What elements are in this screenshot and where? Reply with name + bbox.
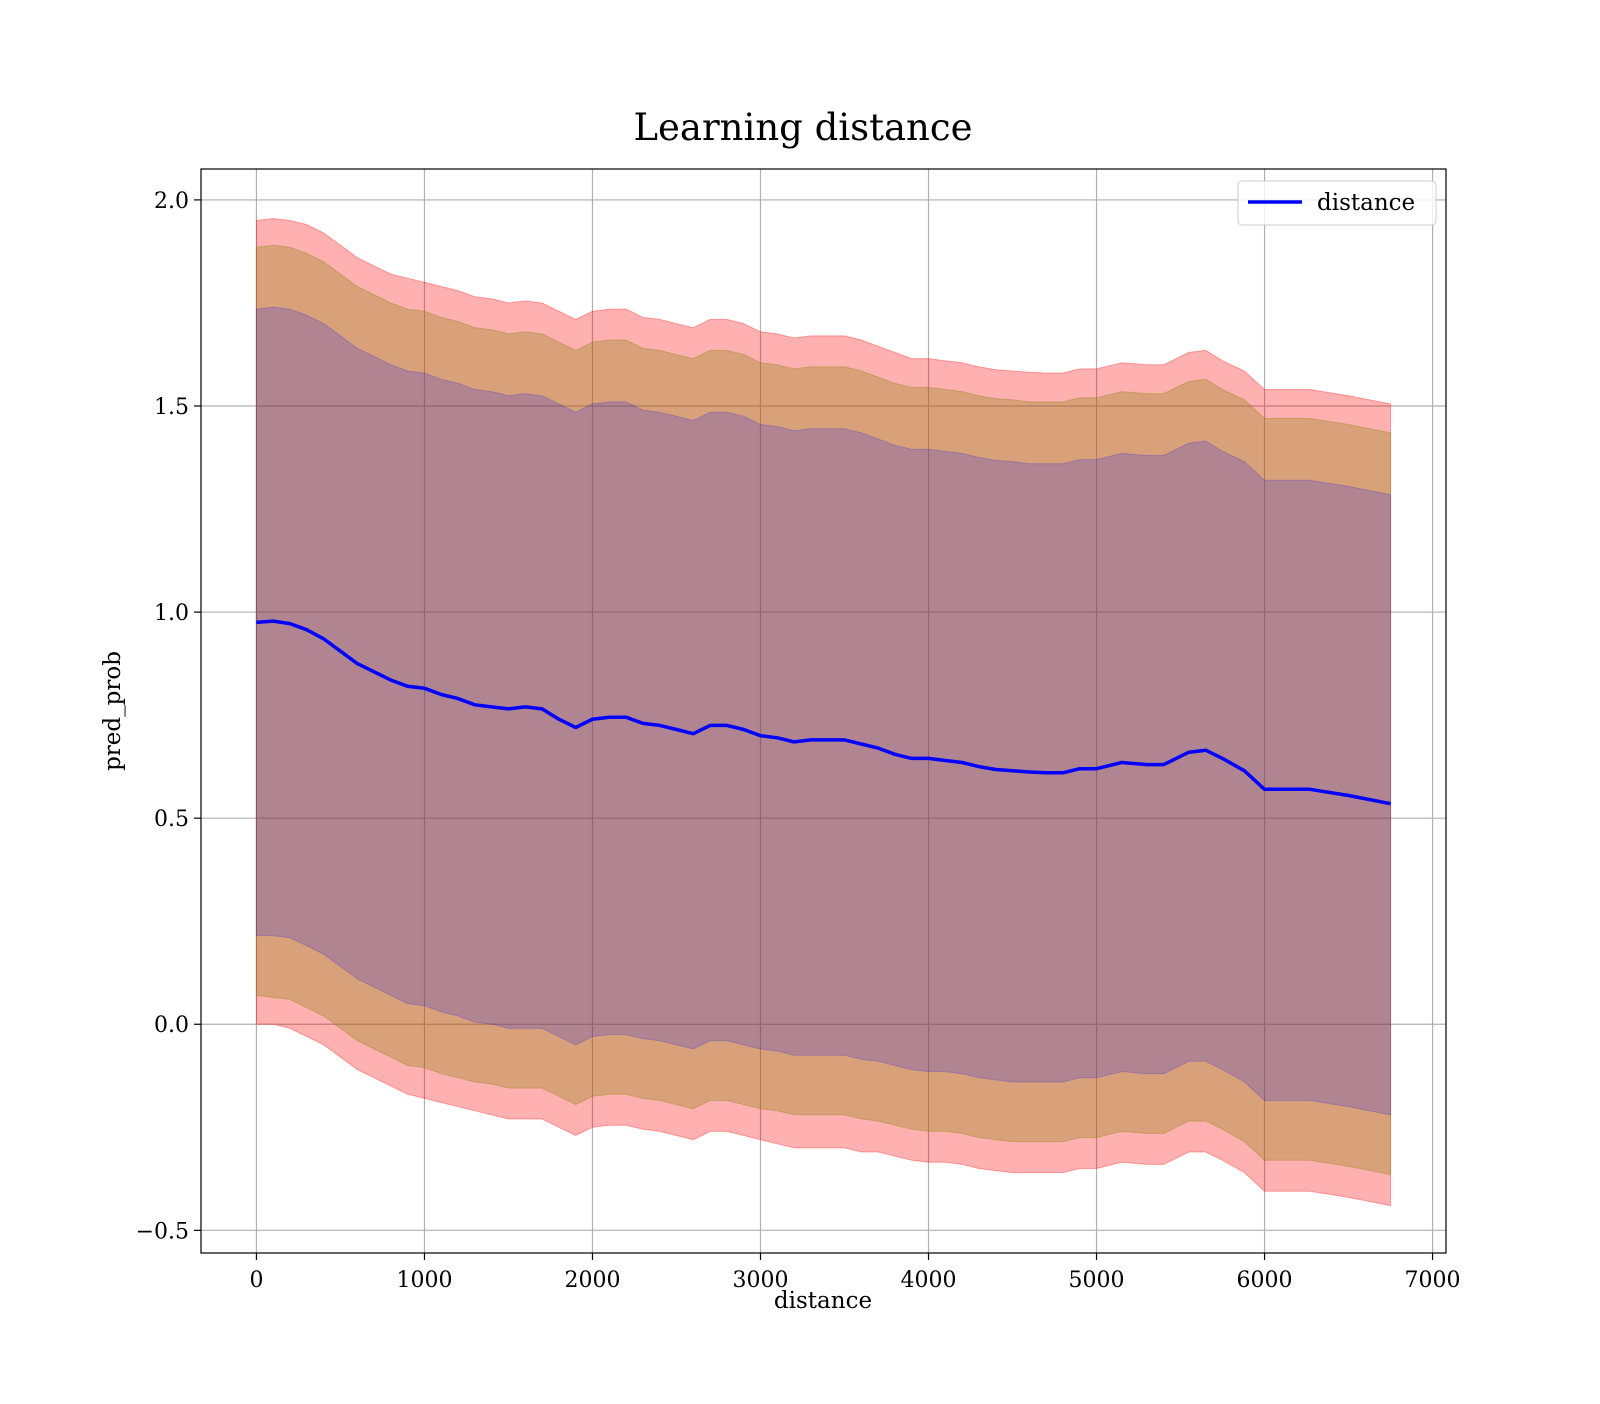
confidence-band-2 [255,244,1392,1176]
legend: distance [1237,180,1437,226]
y-tick-label: 1.5 [154,395,189,420]
x-tick-label: 3000 [732,1268,788,1293]
legend-label: distance [1317,190,1415,216]
y-tick-label: 0.0 [154,1013,189,1038]
y-tick-label: 2.0 [154,189,189,214]
x-tick-label: 2000 [564,1268,620,1293]
x-tick-label: 4000 [901,1268,957,1293]
y-axis-label: pred_prob [100,651,126,771]
tick-layer: 0 1000 2000 3000 4000 5000 6000 7000 −0.5 0.0 0.5 1… [136,189,1461,1293]
y-tick-label: 0.5 [154,807,189,832]
x-tick-label: 6000 [1237,1268,1293,1293]
plot-frame [200,168,1447,1254]
grid-layer [201,169,1446,1253]
x-tick-label: 0 [249,1268,263,1293]
x-tick-label: 1000 [396,1268,452,1293]
confidence-band-1 [255,217,1392,1207]
legend-box [1237,180,1437,226]
x-tick-label: 5000 [1069,1268,1125,1293]
line-layer [256,619,1391,806]
x-tick-label: 7000 [1405,1268,1461,1293]
band-layer [255,217,1392,1207]
confidence-band-3 [255,306,1392,1116]
y-tick-label: 1.0 [154,601,189,626]
y-tick-label: −0.5 [136,1219,189,1244]
x-axis-label: distance [774,1288,872,1314]
series-line-distance [256,619,1391,806]
chart-title: Learning distance [633,106,972,149]
